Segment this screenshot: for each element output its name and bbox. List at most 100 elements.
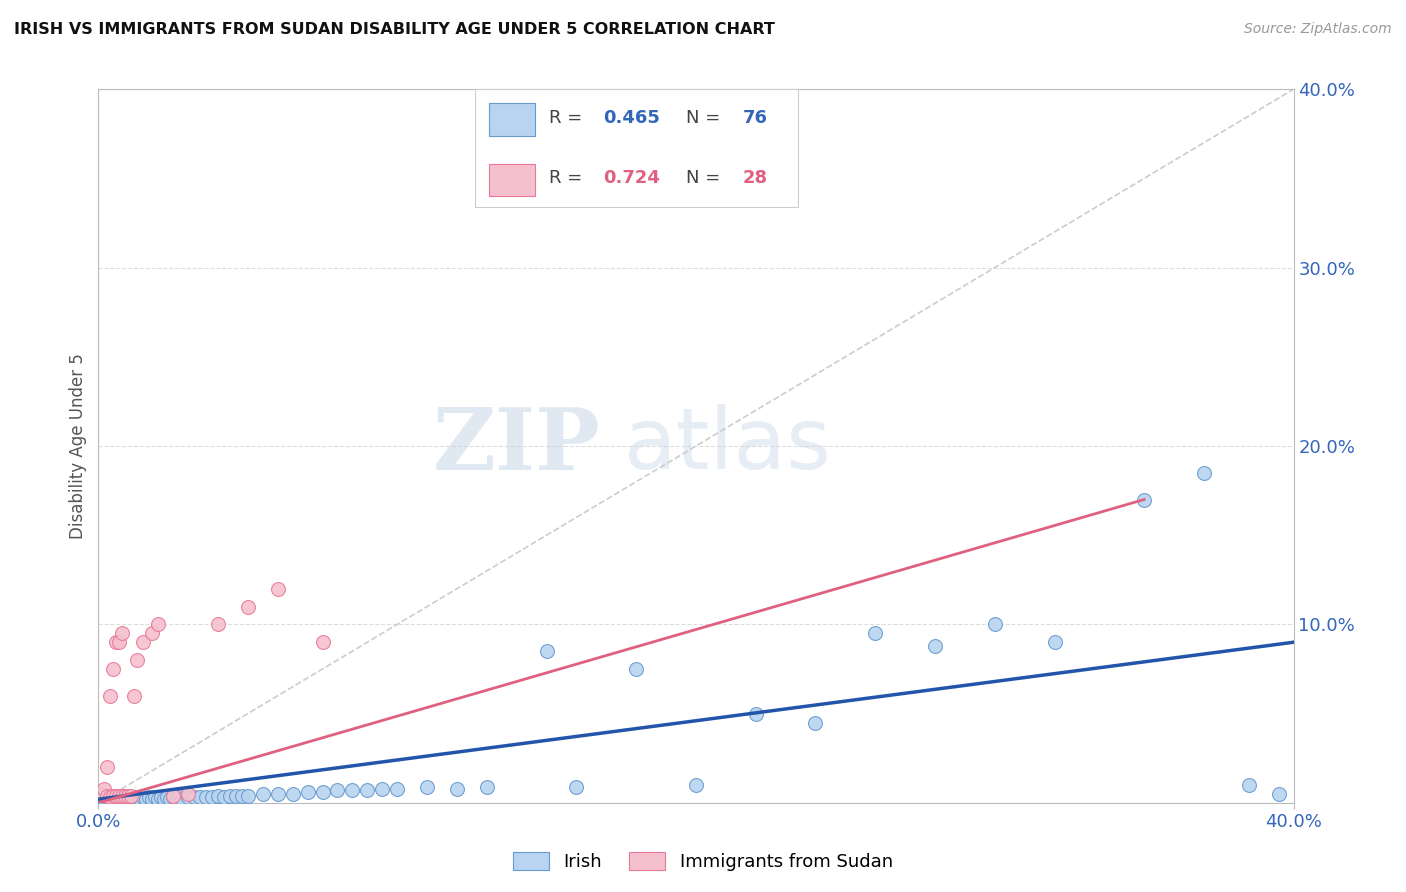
Point xyxy=(685,778,707,792)
Point xyxy=(105,789,128,803)
Point xyxy=(150,790,173,805)
Text: 28: 28 xyxy=(742,169,768,187)
Point xyxy=(124,794,146,808)
Point xyxy=(103,794,125,808)
FancyBboxPatch shape xyxy=(489,164,534,196)
Point xyxy=(475,780,498,794)
Text: atlas: atlas xyxy=(624,404,832,488)
Point xyxy=(212,790,235,805)
Point xyxy=(108,790,131,805)
Point xyxy=(143,790,166,805)
Point xyxy=(159,792,181,806)
Point xyxy=(96,789,118,803)
Point xyxy=(132,635,155,649)
Point xyxy=(114,794,136,808)
Point xyxy=(135,792,157,806)
Point xyxy=(1043,635,1066,649)
Point xyxy=(207,789,229,803)
Point xyxy=(183,790,205,805)
Point xyxy=(117,789,139,803)
Point xyxy=(108,789,131,803)
Y-axis label: Disability Age Under 5: Disability Age Under 5 xyxy=(69,353,87,539)
FancyBboxPatch shape xyxy=(475,89,797,207)
Point xyxy=(100,790,122,805)
Point xyxy=(120,789,142,803)
Point xyxy=(96,790,118,805)
Point xyxy=(1192,466,1215,480)
Text: R =: R = xyxy=(548,109,588,127)
Point xyxy=(219,789,242,803)
Point xyxy=(924,639,946,653)
Point xyxy=(105,792,128,806)
Point xyxy=(141,792,163,806)
Point xyxy=(90,790,112,805)
Text: 0.724: 0.724 xyxy=(603,169,659,187)
Point xyxy=(108,635,131,649)
Point xyxy=(326,783,349,797)
Point xyxy=(172,792,194,806)
Point xyxy=(536,644,558,658)
Point xyxy=(804,715,827,730)
Point xyxy=(129,792,152,806)
Point xyxy=(105,635,128,649)
Point xyxy=(225,789,247,803)
Point xyxy=(416,780,439,794)
Text: Source: ZipAtlas.com: Source: ZipAtlas.com xyxy=(1244,22,1392,37)
Point xyxy=(311,785,333,799)
Point xyxy=(111,626,134,640)
Point xyxy=(162,790,184,805)
Point xyxy=(124,689,146,703)
Point xyxy=(141,626,163,640)
Point xyxy=(252,787,274,801)
Text: 76: 76 xyxy=(742,109,768,127)
Point xyxy=(117,792,139,806)
Point xyxy=(93,781,115,796)
Point xyxy=(120,792,142,806)
Point xyxy=(156,790,179,805)
Point xyxy=(446,781,468,796)
Point xyxy=(100,792,122,806)
Point xyxy=(127,790,149,805)
Point xyxy=(167,790,190,805)
Text: R =: R = xyxy=(548,169,588,187)
Text: N =: N = xyxy=(686,169,727,187)
Point xyxy=(201,790,224,805)
Point xyxy=(108,794,131,808)
Point xyxy=(153,792,176,806)
Point xyxy=(745,706,768,721)
Point xyxy=(103,662,125,676)
Point xyxy=(105,789,128,803)
Point xyxy=(1237,778,1260,792)
Point xyxy=(90,787,112,801)
Point xyxy=(188,790,211,805)
Point xyxy=(114,790,136,805)
Point xyxy=(148,617,170,632)
Point xyxy=(177,787,200,801)
Point xyxy=(311,635,333,649)
Point xyxy=(281,787,304,801)
Legend: Irish, Immigrants from Sudan: Irish, Immigrants from Sudan xyxy=(506,845,900,879)
Point xyxy=(100,689,122,703)
Point xyxy=(1267,787,1289,801)
Point xyxy=(356,783,378,797)
Point xyxy=(177,790,200,805)
Point xyxy=(96,760,118,774)
Point xyxy=(1133,492,1156,507)
Point xyxy=(120,790,142,805)
Point xyxy=(626,662,648,676)
Point xyxy=(117,789,139,803)
Point xyxy=(111,792,134,806)
Text: N =: N = xyxy=(686,109,727,127)
Point xyxy=(111,789,134,803)
Point xyxy=(236,599,259,614)
Text: IRISH VS IMMIGRANTS FROM SUDAN DISABILITY AGE UNDER 5 CORRELATION CHART: IRISH VS IMMIGRANTS FROM SUDAN DISABILIT… xyxy=(14,22,775,37)
Point xyxy=(984,617,1007,632)
Point xyxy=(267,582,290,596)
Point xyxy=(565,780,588,794)
Point xyxy=(100,789,122,803)
Text: 0.465: 0.465 xyxy=(603,109,659,127)
Point xyxy=(236,789,259,803)
Point xyxy=(195,790,218,805)
Point xyxy=(267,787,290,801)
Point xyxy=(96,794,118,808)
